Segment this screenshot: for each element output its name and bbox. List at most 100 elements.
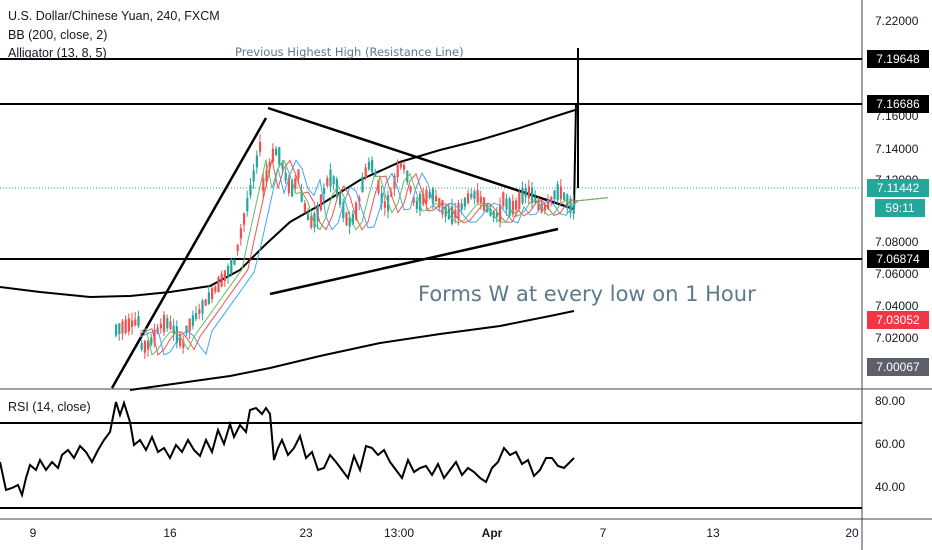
candle-body — [415, 200, 418, 210]
candle-body — [156, 327, 159, 334]
candle-body — [291, 179, 294, 197]
candle-body — [377, 180, 380, 193]
bb-indicator-label[interactable]: BB (200, close, 2) — [8, 28, 108, 42]
candle-body — [543, 204, 546, 211]
candle-body — [457, 202, 460, 219]
alligator-indicator-label[interactable]: Alligator (13, 8, 5) — [8, 46, 107, 60]
rsi-indicator-label[interactable]: RSI (14, close) — [8, 400, 91, 414]
candle-body — [207, 292, 210, 304]
candle-body — [499, 204, 502, 222]
candle-body — [342, 202, 345, 219]
rsi-line — [0, 399, 575, 499]
candle-body — [137, 316, 140, 326]
candle-body — [470, 193, 473, 198]
candle-body — [409, 186, 412, 192]
candle-body — [188, 318, 191, 332]
bb-upper-band — [0, 109, 576, 299]
price-tag-label: 7.11442 — [867, 179, 929, 197]
candle-body — [326, 178, 329, 186]
candle-body — [185, 325, 188, 334]
resistance-annotation[interactable]: Previous Highest High (Resistance Line) — [235, 45, 464, 59]
candle-body — [159, 323, 162, 329]
candle-body — [403, 164, 406, 170]
candle-body — [268, 162, 271, 167]
candle-body — [223, 270, 226, 282]
candle-body — [179, 334, 182, 346]
candle-body — [358, 197, 361, 203]
candle-body — [227, 266, 230, 277]
candle-body — [182, 340, 185, 348]
candle-body — [431, 188, 434, 204]
candle-body — [313, 213, 316, 228]
candle-body — [428, 192, 431, 198]
rising-trend-line — [110, 117, 268, 389]
candle-body — [140, 343, 143, 350]
candle-body — [396, 164, 399, 178]
time-tick-label: 20 — [845, 526, 859, 540]
candle-body — [175, 326, 178, 344]
time-tick-label: 23 — [299, 526, 313, 540]
candle-body — [495, 212, 498, 218]
candle-body — [287, 177, 290, 194]
candle-body — [444, 206, 447, 217]
candle-body — [412, 197, 415, 203]
candle-body — [143, 341, 146, 353]
price-tick-label: 7.06000 — [875, 267, 919, 281]
candle-body — [547, 199, 550, 209]
candle-body — [521, 187, 524, 204]
candle-body — [147, 340, 150, 350]
time-tick-label: 13:00 — [383, 526, 415, 540]
candle-body — [511, 201, 514, 215]
candle-body — [345, 212, 348, 225]
candle-body — [163, 314, 166, 333]
candle-body — [374, 172, 377, 177]
candle-body — [339, 193, 342, 205]
candle-body — [556, 184, 559, 201]
candle-body — [502, 192, 505, 207]
candle-body — [310, 216, 313, 228]
candle-body — [332, 176, 335, 185]
price-tag-label: 7.16686 — [867, 95, 929, 113]
price-tick-label: 7.08000 — [875, 235, 919, 249]
price-tag-label: 7.06874 — [867, 250, 929, 268]
candle-body — [323, 187, 326, 194]
candle-body — [553, 190, 556, 199]
candle-body — [483, 197, 486, 211]
candle-body — [463, 197, 466, 207]
price-tick-label: 7.14000 — [875, 142, 919, 156]
candle-body — [294, 178, 297, 189]
candle-body — [214, 286, 217, 292]
price-tick-label: 7.02000 — [875, 331, 919, 345]
candle-body — [150, 337, 153, 345]
chart-title[interactable]: U.S. Dollar/Chinese Yuan, 240, FXCM — [8, 9, 220, 23]
candle-body — [425, 189, 428, 203]
candle-body — [166, 318, 169, 329]
candle-body — [115, 324, 118, 336]
w-pattern-note[interactable]: Forms W at every low on 1 Hour — [418, 282, 756, 306]
price-tag-label: 59:11 — [875, 199, 925, 217]
candle-body — [281, 161, 284, 169]
candle-body — [527, 186, 530, 199]
candle-body — [249, 184, 252, 196]
candle-body — [435, 195, 438, 202]
candle-body — [505, 198, 508, 210]
candle-body — [131, 320, 134, 327]
candle-body — [127, 318, 130, 332]
price-tick-label: 7.22000 — [875, 14, 919, 28]
candle-body — [492, 210, 495, 219]
candle-body — [476, 189, 479, 203]
candle-body — [271, 148, 274, 162]
candle-body — [422, 193, 425, 205]
candle-body — [454, 209, 457, 218]
candle-body — [198, 309, 201, 314]
candle-body — [515, 200, 518, 210]
candle-body — [380, 193, 383, 204]
candle-body — [419, 193, 422, 211]
candle-body — [220, 273, 223, 287]
candle-body — [201, 300, 204, 314]
time-tick-label: 9 — [29, 526, 37, 540]
candle-body — [569, 198, 572, 213]
candle-body — [275, 148, 278, 156]
